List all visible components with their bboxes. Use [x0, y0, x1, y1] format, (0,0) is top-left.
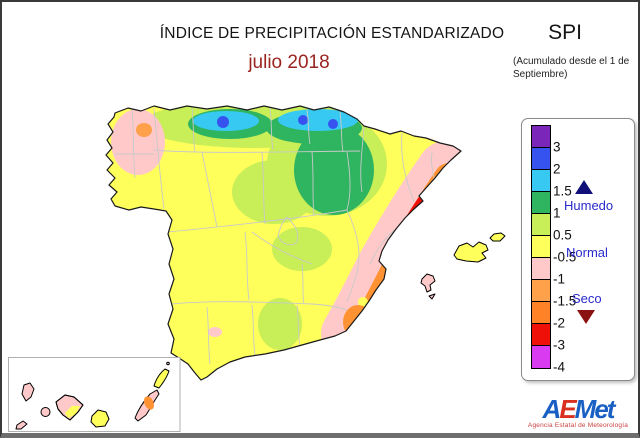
- ibiza: [420, 273, 436, 293]
- legend-color-segment-10: [532, 346, 550, 368]
- legend-tick-1: 1: [553, 205, 561, 221]
- legend-color-segment-4: [532, 214, 550, 236]
- province-borders: [115, 107, 439, 365]
- legend-tick--1.5: -1.5: [553, 293, 577, 309]
- legend-tick--2: -2: [553, 315, 566, 331]
- valencia-yellow-spot: [358, 297, 368, 307]
- legend-box: 3 2 1.5 1 0.5 -0.5 -1 -1.5 -2 -3 -4 Humedo Normal …: [521, 118, 635, 381]
- zone-label-seco: Seco: [572, 291, 602, 306]
- lanzarote: [153, 368, 170, 389]
- la-graciosa: [166, 361, 170, 366]
- canary-inset: [8, 357, 181, 432]
- legend-color-segment-7: [532, 280, 550, 302]
- peninsula-fill: [106, 106, 461, 380]
- legend-color-segment-0: [532, 126, 550, 148]
- tenerife-yellow-south: [65, 406, 80, 418]
- balearic-islands: [420, 232, 506, 300]
- logo-letter-e: E: [559, 393, 576, 424]
- coastline: [105, 105, 462, 381]
- gran-canaria: [90, 409, 110, 428]
- legend-color-segment-8: [532, 302, 550, 324]
- logo-letter-m: M: [574, 393, 597, 424]
- aemet-logo-word: AEMet: [526, 396, 630, 422]
- aemet-logo: AEMet Agencia Estatal de Meteorología: [526, 396, 630, 430]
- formentera: [428, 293, 436, 300]
- legend-ticks: 3 2 1.5 1 0.5 -0.5 -1 -1.5 -2 -3 -4: [553, 119, 593, 380]
- menorca: [489, 232, 506, 242]
- aemet-tagline: Agencia Estatal de Meteorología: [527, 421, 629, 429]
- sevilla-pink-spot: [208, 327, 222, 337]
- logo-letter-t: t: [606, 393, 616, 424]
- wet-triangle-icon: [575, 180, 593, 194]
- el-hierro: [15, 420, 28, 430]
- logo-letter-e2: e: [594, 393, 609, 424]
- la-palma: [21, 382, 35, 402]
- zone-label-normal: Normal: [566, 245, 608, 260]
- index-abbr: SPI: [548, 21, 582, 44]
- map-period: julio 2018: [248, 52, 330, 73]
- logo-letter-a: A: [542, 393, 562, 424]
- legend-color-segment-5: [532, 236, 550, 258]
- legend-tick-0.5: 0.5: [553, 227, 572, 243]
- legend-colorbar: [531, 125, 551, 369]
- legend-color-segment-2: [532, 170, 550, 192]
- legend-tick--1: -1: [553, 271, 566, 287]
- dry-triangle-icon: [577, 310, 595, 324]
- legend-tick--3: -3: [553, 337, 566, 353]
- legend-tick--0.5: -0.5: [553, 249, 577, 265]
- legend-tick-1.5: 1.5: [553, 183, 572, 199]
- legend-tick--4: -4: [553, 359, 566, 375]
- mallorca: [453, 241, 489, 263]
- legend-color-segment-3: [532, 192, 550, 214]
- legend-tick-3: 3: [553, 139, 561, 155]
- legend-tick-2: 2: [553, 161, 561, 177]
- legend-color-segment-1: [532, 148, 550, 170]
- legend-color-segment-9: [532, 324, 550, 346]
- zone-label-humedo: Humedo: [564, 198, 614, 213]
- murcia-orange-core: [360, 325, 372, 337]
- accumulation-note: (Acumulado desde el 1 de Septiembre): [513, 56, 630, 80]
- la-gomera: [40, 407, 51, 417]
- fuerteventura-orange-core: [143, 396, 155, 410]
- tenerife-outline: [55, 394, 84, 421]
- galicia-orange-core: [136, 123, 152, 137]
- legend-color-segment-6: [532, 258, 550, 280]
- galicia-pink-region: [111, 109, 165, 175]
- page-title: ÍNDICE DE PRECIPITACIÓN ESTANDARIZADO: [159, 25, 505, 42]
- murcia-orange-spot: [343, 305, 373, 339]
